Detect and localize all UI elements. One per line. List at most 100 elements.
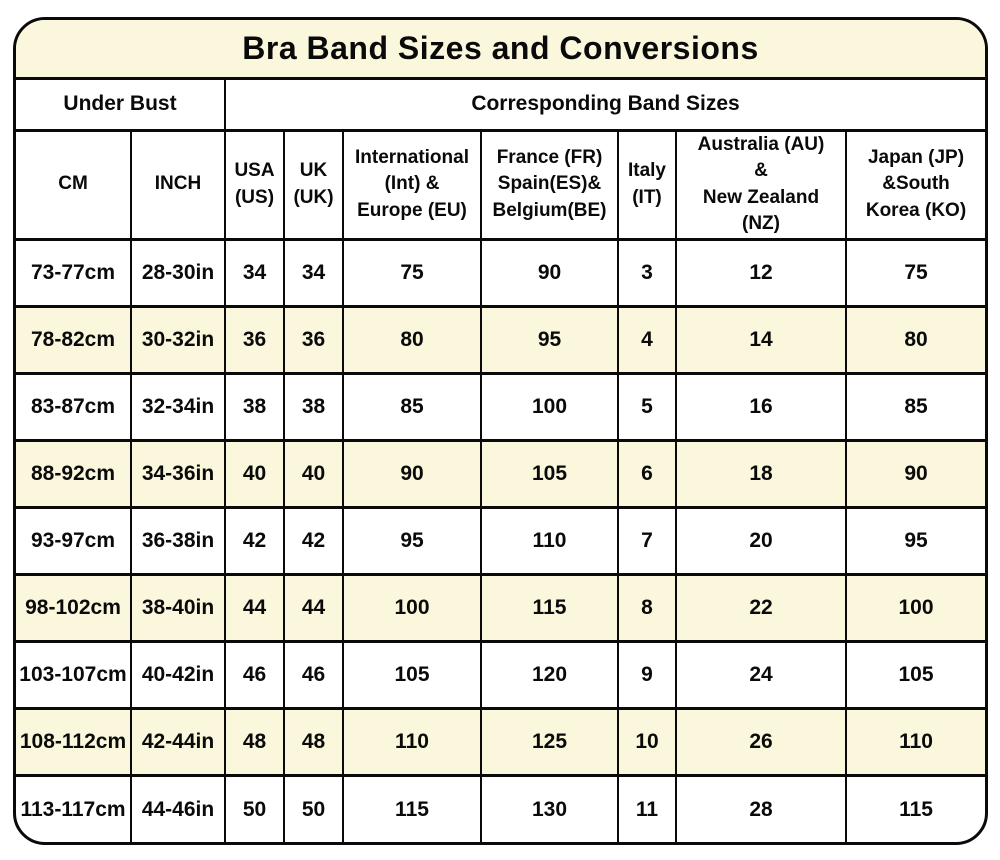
cell-us: 42 (224, 505, 285, 576)
column-header-it: Italy (IT) (617, 128, 677, 241)
cell-cm: 113-117cm (16, 773, 132, 842)
cell-uk: 36 (283, 304, 344, 375)
page-title: Bra Band Sizes and Conversions (16, 20, 985, 80)
cell-eu: 75 (342, 237, 482, 308)
cell-uk: 44 (283, 572, 344, 643)
cell-us: 48 (224, 706, 285, 777)
cell-eu: 90 (342, 438, 482, 509)
cell-fr-es-be: 115 (480, 572, 619, 643)
cell-jp-ko: 85 (844, 371, 985, 442)
cell-it: 6 (617, 438, 677, 509)
table-row: 98-102cm 38-40in 44 44 100 115 8 22 100 (16, 572, 985, 643)
cell-au-nz: 20 (675, 505, 847, 576)
cell-cm: 83-87cm (16, 371, 132, 442)
cell-eu: 110 (342, 706, 482, 777)
cell-jp-ko: 110 (844, 706, 985, 777)
cell-it: 9 (617, 639, 677, 710)
cell-it: 10 (617, 706, 677, 777)
bra-band-conversion-table: Bra Band Sizes and Conversions Under Bus… (13, 17, 988, 845)
column-header-cm: CM (16, 128, 132, 241)
cell-it: 4 (617, 304, 677, 375)
cell-au-nz: 26 (675, 706, 847, 777)
cell-eu: 115 (342, 773, 482, 842)
table-row: 93-97cm 36-38in 42 42 95 110 7 20 95 (16, 505, 985, 576)
cell-au-nz: 24 (675, 639, 847, 710)
cell-eu: 85 (342, 371, 482, 442)
column-header-jp-ko: Japan (JP) &South Korea (KO) (844, 128, 985, 241)
table-body: 73-77cm 28-30in 34 34 75 90 3 12 75 78-82cm 30-32i… (16, 237, 985, 842)
cell-us: 50 (224, 773, 285, 842)
cell-it: 3 (617, 237, 677, 308)
cell-jp-ko: 115 (844, 773, 985, 842)
table-row: 78-82cm 30-32in 36 36 80 95 4 14 80 (16, 304, 985, 375)
cell-us: 38 (224, 371, 285, 442)
cell-uk: 42 (283, 505, 344, 576)
cell-fr-es-be: 100 (480, 371, 619, 442)
cell-cm: 108-112cm (16, 706, 132, 777)
cell-us: 40 (224, 438, 285, 509)
cell-uk: 40 (283, 438, 344, 509)
column-header-fr-es-be: France (FR) Spain(ES)& Belgium(BE) (480, 128, 619, 241)
cell-jp-ko: 75 (844, 237, 985, 308)
cell-inch: 36-38in (130, 505, 226, 576)
cell-cm: 73-77cm (16, 237, 132, 308)
cell-au-nz: 22 (675, 572, 847, 643)
cell-uk: 46 (283, 639, 344, 710)
cell-eu: 100 (342, 572, 482, 643)
cell-au-nz: 12 (675, 237, 847, 308)
cell-eu: 95 (342, 505, 482, 576)
column-header-eu: International (Int) & Europe (EU) (342, 128, 482, 241)
cell-fr-es-be: 125 (480, 706, 619, 777)
cell-us: 36 (224, 304, 285, 375)
cell-jp-ko: 95 (844, 505, 985, 576)
cell-us: 44 (224, 572, 285, 643)
cell-uk: 48 (283, 706, 344, 777)
cell-it: 5 (617, 371, 677, 442)
cell-au-nz: 14 (675, 304, 847, 375)
cell-jp-ko: 90 (844, 438, 985, 509)
cell-au-nz: 16 (675, 371, 847, 442)
group-header-row: Under Bust Corresponding Band Sizes (16, 80, 985, 132)
cell-cm: 93-97cm (16, 505, 132, 576)
cell-jp-ko: 80 (844, 304, 985, 375)
cell-uk: 38 (283, 371, 344, 442)
band-sizes-group-header: Corresponding Band Sizes (223, 80, 985, 132)
cell-cm: 88-92cm (16, 438, 132, 509)
cell-inch: 34-36in (130, 438, 226, 509)
column-header-au-nz: Australia (AU) & New Zealand (NZ) (675, 128, 847, 241)
cell-cm: 103-107cm (16, 639, 132, 710)
cell-fr-es-be: 105 (480, 438, 619, 509)
cell-eu: 105 (342, 639, 482, 710)
cell-uk: 50 (283, 773, 344, 842)
under-bust-group-header: Under Bust (16, 80, 226, 132)
cell-fr-es-be: 120 (480, 639, 619, 710)
cell-fr-es-be: 110 (480, 505, 619, 576)
cell-uk: 34 (283, 237, 344, 308)
cell-jp-ko: 105 (844, 639, 985, 710)
cell-it: 7 (617, 505, 677, 576)
cell-us: 34 (224, 237, 285, 308)
table-row: 83-87cm 32-34in 38 38 85 100 5 16 85 (16, 371, 985, 442)
cell-cm: 98-102cm (16, 572, 132, 643)
cell-fr-es-be: 130 (480, 773, 619, 842)
table-row: 88-92cm 34-36in 40 40 90 105 6 18 90 (16, 438, 985, 509)
cell-cm: 78-82cm (16, 304, 132, 375)
cell-au-nz: 18 (675, 438, 847, 509)
cell-inch: 44-46in (130, 773, 226, 842)
column-header-us: USA (US) (224, 128, 285, 241)
cell-inch: 42-44in (130, 706, 226, 777)
cell-inch: 28-30in (130, 237, 226, 308)
cell-jp-ko: 100 (844, 572, 985, 643)
column-header-row: CM INCH USA (US) UK (UK) International (Int)… (16, 128, 985, 241)
cell-au-nz: 28 (675, 773, 847, 842)
column-header-inch: INCH (130, 128, 226, 241)
cell-us: 46 (224, 639, 285, 710)
cell-inch: 32-34in (130, 371, 226, 442)
size-conversion-table: Under Bust Corresponding Band Sizes CM IN… (16, 80, 985, 842)
cell-inch: 38-40in (130, 572, 226, 643)
cell-it: 8 (617, 572, 677, 643)
cell-fr-es-be: 95 (480, 304, 619, 375)
cell-inch: 40-42in (130, 639, 226, 710)
cell-it: 11 (617, 773, 677, 842)
table-row: 113-117cm 44-46in 50 50 115 130 11 28 115 (16, 773, 985, 842)
